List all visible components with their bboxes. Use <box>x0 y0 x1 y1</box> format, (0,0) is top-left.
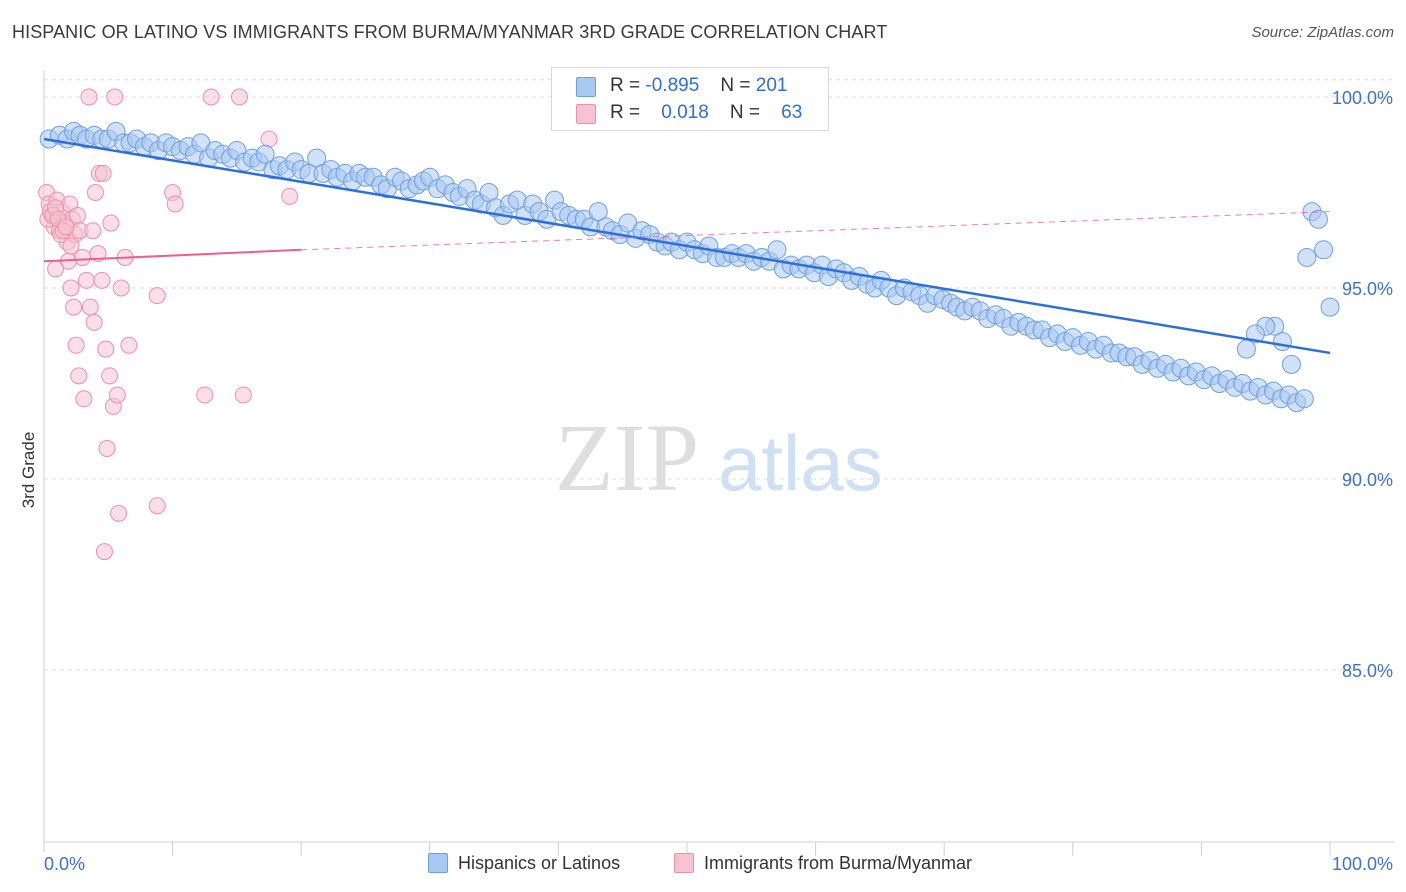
series-legend: Hispanics or Latinos Immigrants from Bur… <box>0 850 1406 878</box>
series-hispanics-points <box>39 121 1340 413</box>
watermark: ZIP atlas <box>555 404 883 511</box>
point-immigrants <box>62 237 80 255</box>
swatch-immigrants <box>576 104 596 124</box>
chart-title: HISPANIC OR LATINO VS IMMIGRANTS FROM BU… <box>12 22 888 42</box>
y-tick-label: 100.0% <box>1332 88 1393 108</box>
n-label: N = <box>720 75 751 96</box>
n-value: 201 <box>755 75 788 96</box>
point-immigrants <box>260 130 278 148</box>
point-hispanics <box>1320 297 1340 317</box>
point-immigrants <box>70 367 88 385</box>
watermark-atlas: atlas <box>718 419 883 507</box>
point-immigrants <box>108 386 126 404</box>
point-immigrants <box>57 218 75 236</box>
point-immigrants <box>75 390 93 408</box>
point-immigrants <box>112 279 130 297</box>
point-immigrants <box>67 336 85 354</box>
point-hispanics <box>1236 339 1256 359</box>
point-immigrants <box>97 340 115 358</box>
point-hispanics <box>255 144 275 164</box>
r-value: -0.895 <box>645 75 700 96</box>
point-immigrants <box>230 88 248 106</box>
stats-legend: R = -0.895 N = 201 R = 0.018 N = 63 <box>551 67 829 131</box>
r-value: 0.018 <box>661 102 709 123</box>
point-immigrants <box>148 287 166 305</box>
point-immigrants <box>80 88 98 106</box>
n-label: N = <box>729 102 761 123</box>
point-immigrants <box>102 214 120 232</box>
tick-labels: 100.0% 95.0% 90.0% 85.0% 0.0% 100.0% <box>44 88 1393 874</box>
point-immigrants <box>95 543 113 561</box>
n-value: 63 <box>781 102 803 123</box>
legend-label-hispanics: Hispanics or Latinos <box>458 853 621 873</box>
y-axis-label: 3rd Grade <box>19 432 38 509</box>
point-immigrants <box>77 271 95 289</box>
y-tick-label: 85.0% <box>1342 661 1393 681</box>
point-hispanics <box>1245 324 1265 344</box>
legend-label-immigrants: Immigrants from Burma/Myanmar <box>704 853 973 873</box>
point-immigrants <box>93 271 111 289</box>
point-immigrants <box>47 260 65 278</box>
point-hispanics <box>1297 247 1317 267</box>
point-immigrants <box>98 439 116 457</box>
point-immigrants <box>281 187 299 205</box>
r-label: R = <box>610 102 641 123</box>
point-hispanics <box>1308 209 1328 229</box>
trend-line-immigrants <box>43 248 302 263</box>
point-immigrants <box>110 504 128 522</box>
series-immigrants-burma-points <box>38 88 299 561</box>
point-immigrants <box>166 195 184 213</box>
r-label: R = <box>610 75 641 96</box>
trend-line-immigrants-extrapolated <box>301 211 1331 251</box>
trend-line-hispanics <box>43 137 1331 355</box>
point-immigrants <box>196 386 214 404</box>
trend-lines <box>43 137 1331 355</box>
swatch-hispanics <box>576 77 596 97</box>
point-immigrants <box>65 298 83 316</box>
point-hispanics <box>1314 240 1334 260</box>
point-immigrants <box>101 367 119 385</box>
point-hispanics <box>1281 354 1301 374</box>
point-immigrants <box>94 164 112 182</box>
point-hispanics <box>588 202 608 222</box>
point-immigrants <box>81 298 99 316</box>
x-tick-label: 100.0% <box>1332 854 1393 874</box>
x-tick-label: 0.0% <box>44 854 85 874</box>
point-hispanics <box>1294 389 1314 409</box>
point-immigrants <box>106 88 124 106</box>
point-immigrants <box>202 88 220 106</box>
point-immigrants <box>89 245 107 263</box>
point-immigrants <box>84 222 102 240</box>
point-immigrants <box>86 184 104 201</box>
watermark-zip: ZIP <box>555 404 699 511</box>
point-immigrants <box>120 336 138 354</box>
source-label: Source: ZipAtlas.com <box>1251 24 1394 41</box>
point-immigrants <box>148 497 166 515</box>
point-immigrants <box>62 279 80 297</box>
point-hispanics <box>767 240 787 260</box>
y-tick-label: 90.0% <box>1342 470 1393 490</box>
point-immigrants <box>85 313 103 331</box>
point-immigrants <box>234 386 252 404</box>
legend-swatch-hispanics <box>428 853 448 873</box>
legend-swatch-immigrants <box>674 853 694 873</box>
y-tick-label: 95.0% <box>1342 279 1393 299</box>
